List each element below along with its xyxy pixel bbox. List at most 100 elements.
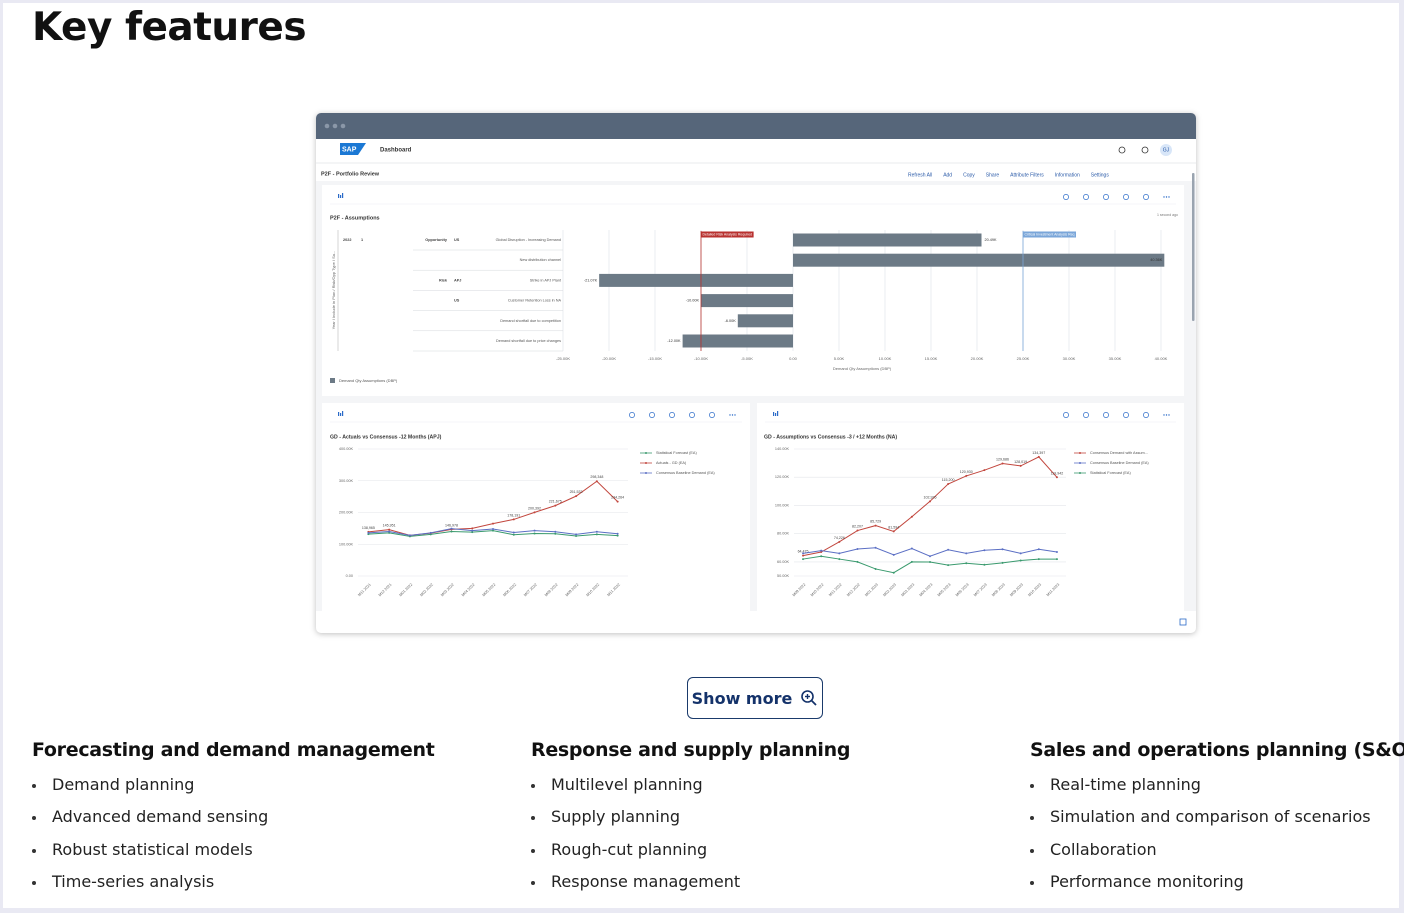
y-axis-title: Year / Include in Plan / Risk/Opp Type /… — [331, 251, 336, 330]
action-link[interactable]: Copy — [963, 172, 975, 178]
more-dot — [1165, 414, 1168, 416]
legend-dot — [1079, 472, 1081, 474]
data-label: 64,475 — [798, 550, 809, 554]
row-header: US — [454, 238, 460, 242]
open-icon[interactable] — [1179, 618, 1187, 626]
point — [947, 482, 950, 485]
action-link[interactable]: Settings — [1091, 172, 1110, 178]
point — [471, 527, 474, 530]
legend-label: Statistical Forecast (EA) — [656, 451, 697, 455]
row-label: Demand shortfall due to competition — [500, 319, 561, 323]
legend-swatch — [330, 378, 335, 383]
toolbar-icon[interactable] — [1123, 194, 1129, 200]
heading: Key features — [32, 5, 307, 50]
point — [892, 553, 895, 556]
action-link[interactable]: Add — [943, 172, 952, 178]
logo-shape — [340, 143, 366, 155]
point — [802, 552, 805, 555]
point — [533, 532, 536, 535]
x-tick-label: -10.00K — [694, 356, 708, 361]
avatar[interactable] — [1160, 144, 1172, 156]
bar — [793, 253, 1165, 267]
more-dot — [1168, 196, 1170, 198]
bar — [682, 334, 793, 348]
app-title: Dashboard — [380, 148, 412, 154]
feature-item: Real-time planning — [1030, 771, 1404, 803]
row-label: Demand shortfall due to price changes — [496, 339, 561, 343]
feature-item: Rough-cut planning — [531, 836, 850, 868]
action-link[interactable]: Attribute Filters — [1010, 172, 1044, 178]
data-label: -6.00K — [725, 319, 737, 323]
toolbar-icon[interactable] — [1063, 194, 1069, 200]
x-tick-label: -20.00K — [602, 356, 616, 361]
point — [1055, 476, 1058, 479]
point — [874, 524, 877, 527]
y-tick-label: 0.00 — [346, 574, 353, 578]
point — [575, 533, 578, 536]
toolbar-icon[interactable] — [1083, 412, 1089, 418]
row-header: 2022 — [343, 238, 351, 242]
point — [965, 562, 968, 565]
feature-item: Time-series analysis — [32, 868, 435, 900]
point — [512, 518, 515, 521]
point — [838, 540, 841, 543]
action-link[interactable]: Refresh All — [908, 172, 932, 178]
point — [965, 552, 968, 555]
bar — [701, 294, 793, 308]
updated-note: 1 second ago — [1157, 213, 1178, 217]
legend-label: Statistical Forecast (EA) — [1090, 471, 1131, 475]
legend-label: Demand Qty Assumptions (DBP) — [339, 378, 398, 383]
y-tick-label: 120.00K — [775, 475, 790, 479]
point — [616, 532, 619, 535]
toolbar-icon[interactable] — [629, 412, 635, 418]
dashboard-screenshot: SAP Dashboard GJ P2F - Portfolio Review … — [316, 113, 1196, 633]
point — [874, 567, 877, 570]
show-more-button[interactable]: Show more — [687, 677, 823, 719]
point — [595, 533, 598, 536]
point — [1055, 551, 1058, 554]
window-dot — [324, 123, 330, 129]
toolbar-icon[interactable] — [1143, 412, 1149, 418]
page: Key features SAP Dashboard GJ P2F - Port… — [3, 3, 1404, 908]
toolbar-icon[interactable] — [709, 412, 715, 418]
point — [492, 522, 494, 525]
toolbar-icon[interactable] — [1083, 194, 1089, 200]
toolbar-icon[interactable] — [1063, 412, 1069, 418]
icon[interactable] — [1118, 146, 1126, 154]
icon[interactable] — [1141, 146, 1149, 154]
toolbar-icon[interactable] — [669, 412, 675, 418]
action-link[interactable]: Information — [1055, 172, 1080, 178]
y-tick-label: 50.00K — [777, 574, 790, 578]
button-label: Show more — [691, 688, 793, 708]
chart-icon — [340, 195, 342, 198]
x-tick-label: 10.00K — [879, 356, 892, 361]
x-axis-title: Demand Qty Assumptions (DBP) — [833, 366, 892, 371]
point — [856, 560, 859, 563]
data-label: 134,397 — [1032, 451, 1045, 455]
point — [983, 549, 986, 552]
feature-item: Demand planning — [32, 771, 435, 803]
data-label: 120,930 — [960, 470, 973, 474]
point — [492, 529, 494, 532]
data-label: 115,200 — [942, 478, 955, 482]
row-label: Global Disruption - Increasing Demand — [496, 238, 561, 242]
point — [983, 469, 986, 472]
toolbar-icon[interactable] — [1143, 194, 1149, 200]
more-dot — [1165, 196, 1168, 198]
data-label: 138,965 — [362, 526, 375, 530]
toolbar-icon[interactable] — [1103, 194, 1109, 200]
toolbar-icon[interactable] — [1103, 412, 1109, 418]
window-dot — [332, 123, 338, 129]
legend-dot — [645, 472, 647, 474]
x-tick-label: 35.00K — [1109, 356, 1122, 361]
toolbar-icon[interactable] — [649, 412, 655, 418]
scrollbar[interactable] — [1192, 173, 1195, 321]
point — [429, 531, 432, 534]
point — [1019, 552, 1022, 555]
action-link[interactable]: Share — [986, 172, 1000, 178]
bar — [737, 314, 793, 328]
feature-item: Robust statistical models — [32, 836, 435, 868]
toolbar-icon[interactable] — [1123, 412, 1129, 418]
point — [1037, 548, 1040, 551]
toolbar-icon[interactable] — [689, 412, 695, 418]
